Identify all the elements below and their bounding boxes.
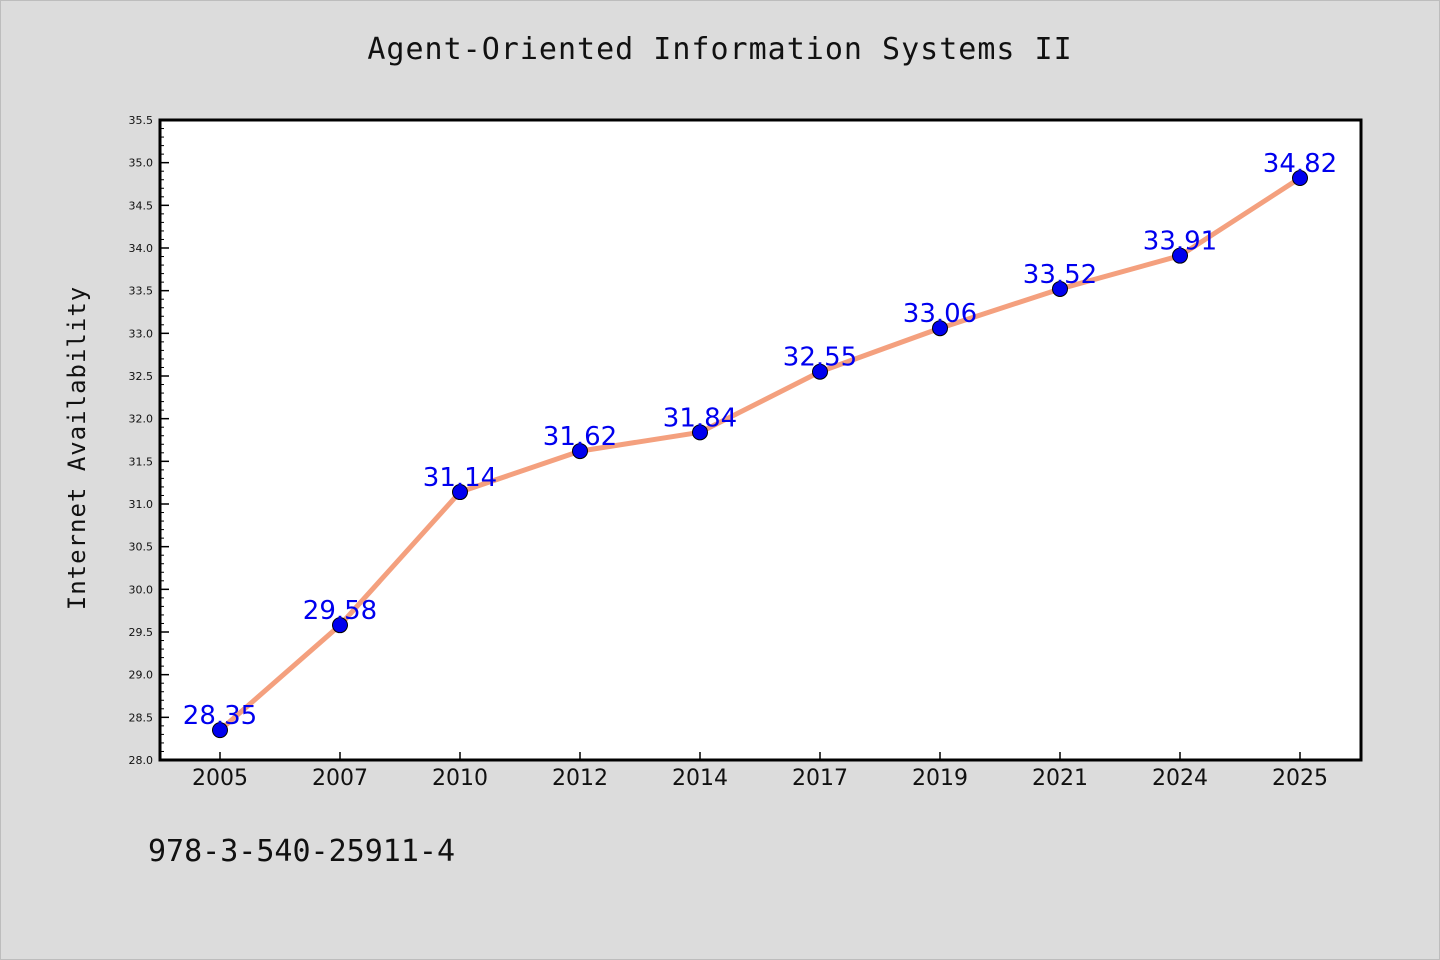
data-label: 32.55	[783, 343, 857, 373]
data-point	[932, 320, 948, 337]
x-tick-label: 2014	[672, 766, 728, 791]
y-tick-label: 28.5	[129, 711, 154, 724]
y-tick-label: 33.0	[129, 327, 154, 340]
x-tick-label: 2010	[432, 766, 488, 791]
data-label: 33.06	[903, 299, 977, 329]
x-axis: 2005 2007 2010 2012 2014 2017 2019 2021 2024 2025	[192, 752, 1328, 791]
y-tick-label: 32.0	[129, 413, 154, 426]
data-point	[1052, 280, 1068, 297]
x-tick-label: 2021	[1032, 766, 1088, 791]
x-tick-label: 2025	[1272, 766, 1328, 791]
y-tick-label: 34.0	[129, 242, 154, 255]
data-labels: 28.35 29.58 31.14 31.62 31.84 32.55 33.06 33.52…	[183, 149, 1337, 731]
y-tick-label: 30.0	[129, 583, 154, 596]
x-tick-label: 2024	[1152, 766, 1208, 791]
y-tick-label: 32.5	[129, 370, 154, 383]
chart-title: Agent-Oriented Information Systems II	[367, 32, 1073, 67]
data-label: 34.82	[1263, 149, 1337, 179]
footer-identifier: 978-3-540-25911-4	[148, 834, 456, 869]
data-point	[452, 484, 468, 501]
data-point	[1292, 170, 1308, 187]
data-point	[812, 363, 828, 380]
y-axis: 28.0 28.5 29.0 29.5 30.0 30.5 31.0 31.5 32.0 32.5…	[129, 114, 169, 767]
series-markers	[212, 170, 1308, 739]
x-tick-label: 2005	[192, 766, 248, 791]
data-point	[1172, 247, 1188, 264]
y-tick-label: 31.0	[129, 498, 154, 511]
data-label: 31.84	[663, 403, 737, 433]
x-tick-label: 2017	[792, 766, 848, 791]
y-tick-label: 29.5	[129, 626, 154, 639]
x-tick-label: 2019	[912, 766, 968, 791]
y-tick-label: 35.0	[129, 157, 154, 170]
y-axis-label: Internet Availability	[63, 286, 91, 610]
data-label: 28.35	[183, 701, 257, 731]
y-tick-label: 28.0	[129, 754, 154, 767]
data-label: 33.52	[1023, 260, 1097, 290]
series-line	[218, 175, 1302, 733]
x-tick-label: 2012	[552, 766, 608, 791]
y-tick-label: 31.5	[129, 455, 154, 468]
data-label: 33.91	[1143, 227, 1217, 257]
data-point	[572, 443, 588, 460]
plot-area	[158, 118, 1363, 762]
y-tick-label: 33.5	[129, 285, 154, 298]
y-tick-label: 35.5	[129, 114, 154, 127]
y-tick-label: 29.0	[129, 669, 154, 682]
data-label: 29.58	[303, 596, 377, 626]
data-point	[212, 722, 228, 739]
data-point	[332, 617, 348, 634]
data-point	[692, 424, 708, 441]
data-label: 31.14	[423, 463, 497, 493]
y-tick-label: 34.5	[129, 199, 154, 212]
data-label: 31.62	[543, 422, 617, 452]
y-tick-label: 30.5	[129, 541, 154, 554]
x-tick-label: 2007	[312, 766, 368, 791]
